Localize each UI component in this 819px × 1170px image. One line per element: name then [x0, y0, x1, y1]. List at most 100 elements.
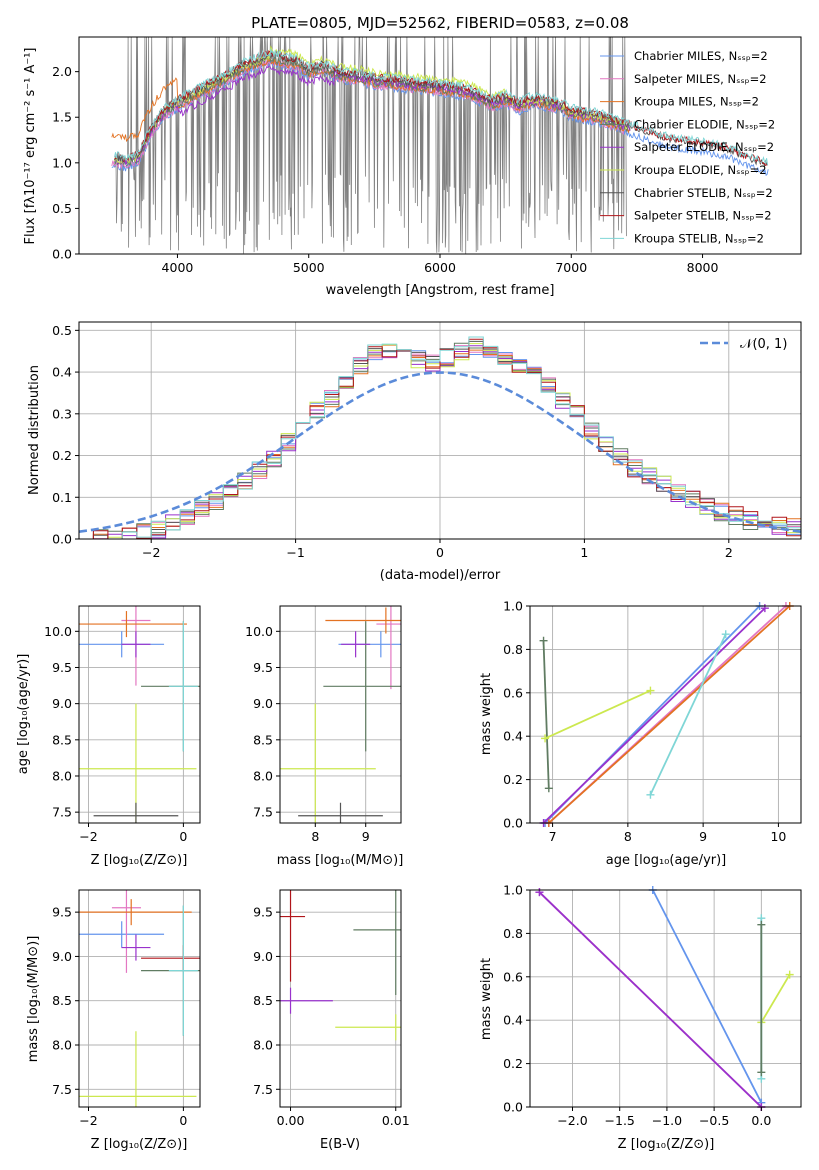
hist-ylabel: Normed distribution	[27, 365, 42, 495]
normal-curve	[79, 371, 801, 533]
zmass-xtick-label: −2	[79, 1113, 97, 1128]
spectrum-xtick-label: 4000	[162, 260, 194, 275]
hist-ytick-label: 0.4	[52, 365, 72, 380]
hist-ytick-label: 0.5	[52, 323, 72, 338]
zwt-frame	[529, 889, 802, 1108]
massage-ytick-label: 7.5	[253, 805, 273, 820]
zage-ytick-label: 7.5	[52, 805, 72, 820]
agewt-line-chabrier-elodie	[542, 640, 550, 789]
massage-ytick-label: 10.0	[245, 624, 273, 639]
spectrum-ytick-label: 2.0	[52, 64, 72, 79]
ebv-frame	[279, 889, 402, 1108]
zmass-xlabel: Z [log₁₀(Z/Z⊙)]	[91, 1137, 188, 1152]
zmass-ytick-label: 9.5	[52, 905, 72, 920]
zmass-frame	[78, 889, 201, 1108]
agewt-xtick-label: 8	[624, 829, 632, 844]
spectrum-title: PLATE=0805, MJD=52562, FIBERID=0583, z=0…	[251, 14, 629, 32]
zmass-ylabel: mass [log₁₀(M/M⊙)]	[26, 936, 41, 1063]
zage-ytick-label: 10.0	[44, 624, 72, 639]
legend-label-kroupa-elodie: Kroupa ELODIE, Nₛₛₚ=2	[634, 163, 767, 177]
ebv-ytick-label: 9.0	[253, 949, 273, 964]
zmass-ytick-label: 8.0	[52, 1038, 72, 1053]
ebv-xtick-label: 0.01	[382, 1113, 410, 1128]
agewt-line-salpeter-elodie	[542, 607, 766, 823]
zwt-ytick-label: 0.2	[503, 1056, 523, 1071]
spectrum-xtick-label: 6000	[424, 260, 456, 275]
legend-label-chabrier-elodie: Chabrier ELODIE, Nₛₛₚ=2	[634, 117, 775, 131]
zwt-xtick-label: −2.0	[557, 1113, 587, 1128]
massage-ytick-label: 8.0	[253, 768, 273, 783]
spectrum-frame	[78, 36, 802, 255]
zage-ylabel: age [log₁₀(age/yr)]	[16, 654, 31, 775]
hist-step-kroupa-stelib	[79, 336, 801, 539]
legend-label-salpeter-miles: Salpeter MILES, Nₛₛₚ=2	[634, 72, 767, 86]
zmass-ytick-label: 9.0	[52, 949, 72, 964]
zmass-ytick-label: 7.5	[52, 1082, 72, 1097]
spectrum-legend: Chabrier MILES, Nₛₛₚ=2 Salpeter MILES, Nₛ…	[600, 49, 775, 245]
ebv-ytick-label: 8.0	[253, 1038, 273, 1053]
spectrum-xtick-label: 7000	[555, 260, 587, 275]
agewt-marker-kroupa-elodie	[646, 686, 655, 695]
massage-xtick-label: 8	[311, 829, 319, 844]
massage-xtick-label: 9	[362, 829, 370, 844]
hist-step-kroupa-elodie	[79, 343, 801, 539]
agewt-xtick-label: 7	[549, 829, 557, 844]
zmass-xtick-label: 0	[179, 1113, 187, 1128]
spectrum-xtick-label: 5000	[293, 260, 325, 275]
agewt-line-kroupa-stelib	[649, 633, 727, 796]
hist-xtick-label: 2	[725, 545, 733, 560]
legend-label-normal: 𝒩(0, 1)	[740, 337, 787, 352]
legend-label-kroupa-stelib: Kroupa STELIB, Nₛₛₚ=2	[634, 231, 764, 245]
zwt-xlabel: Z [log₁₀(Z/Z⊙)]	[618, 1137, 715, 1152]
zwt-line-chabrier-miles	[651, 890, 763, 1104]
hist-ytick-label: 0.0	[52, 532, 72, 547]
zage-ytick-label: 9.0	[52, 696, 72, 711]
spectrum-model-kroupa-stelib	[113, 47, 769, 166]
legend-label-salpeter-stelib: Salpeter STELIB, Nₛₛₚ=2	[634, 209, 772, 223]
spectrum-ytick-label: 1.5	[52, 110, 72, 125]
agewt-xlabel: age [log₁₀(age/yr)]	[606, 853, 727, 868]
zwt-line-salpeter-elodie	[538, 891, 762, 1107]
spectrum-ytick-label: 0.0	[52, 247, 72, 262]
zwt-line-kroupa-elodie	[760, 974, 791, 1023]
spectrum-xlabel: wavelength [Angstrom, rest frame]	[326, 283, 555, 298]
hist-xtick-label: −1	[286, 545, 304, 560]
zage-ytick-label: 8.0	[52, 768, 72, 783]
zwt-ytick-label: 0.6	[503, 969, 523, 984]
zwt-xtick-label: −0.5	[699, 1113, 729, 1128]
zwt-marker-chabrier-elodie	[757, 920, 766, 929]
legend-label-chabrier-stelib: Chabrier STELIB, Nₛₛₚ=2	[634, 186, 773, 200]
zage-frame	[78, 605, 201, 824]
ebv-xlabel: E(B-V)	[320, 1137, 360, 1152]
hist-xtick-label: −2	[142, 545, 160, 560]
zage-ytick-label: 8.5	[52, 732, 72, 747]
hist-xlabel: (data-model)/error	[380, 568, 501, 583]
spectrum-ytick-label: 0.5	[52, 201, 72, 216]
zage-xtick-label: −2	[79, 829, 97, 844]
spectrum-xtick-label: 8000	[687, 260, 719, 275]
massage-xlabel: mass [log₁₀(M/M⊙)]	[277, 853, 404, 868]
hist-ytick-label: 0.2	[52, 448, 72, 463]
zwt-xtick-label: −1.0	[652, 1113, 682, 1128]
hist-ytick-label: 0.1	[52, 490, 72, 505]
ebv-xtick-label: 0.00	[277, 1113, 305, 1128]
spectrum-ylabel: Flux [fλ10⁻¹⁷ erg cm⁻² s⁻¹ A⁻¹]	[23, 48, 38, 245]
agewt-ytick-label: 0.4	[503, 729, 523, 744]
agewt-frame	[529, 605, 802, 824]
zwt-xtick-label: −1.5	[605, 1113, 635, 1128]
agewt-ytick-label: 0.0	[503, 816, 523, 831]
zwt-ytick-label: 0.8	[503, 926, 523, 941]
agewt-ytick-label: 0.8	[503, 642, 523, 657]
agewt-line-kroupa-elodie	[544, 689, 651, 740]
zage-xlabel: Z [log₁₀(Z/Z⊙)]	[91, 853, 188, 868]
agewt-marker-chabrier-elodie	[539, 636, 548, 645]
agewt-ytick-label: 0.6	[503, 685, 523, 700]
ebv-ytick-label: 7.5	[253, 1082, 273, 1097]
spectrum-ytick-label: 1.0	[52, 155, 72, 170]
agewt-marker-kroupa-stelib	[646, 790, 655, 799]
agewt-marker-kroupa-elodie	[541, 734, 550, 743]
agewt-marker-chabrier-elodie	[544, 784, 553, 793]
legend-label-salpeter-elodie: Salpeter ELODIE, Nₛₛₚ=2	[634, 140, 774, 154]
zwt-ytick-label: 0.0	[503, 1100, 523, 1115]
